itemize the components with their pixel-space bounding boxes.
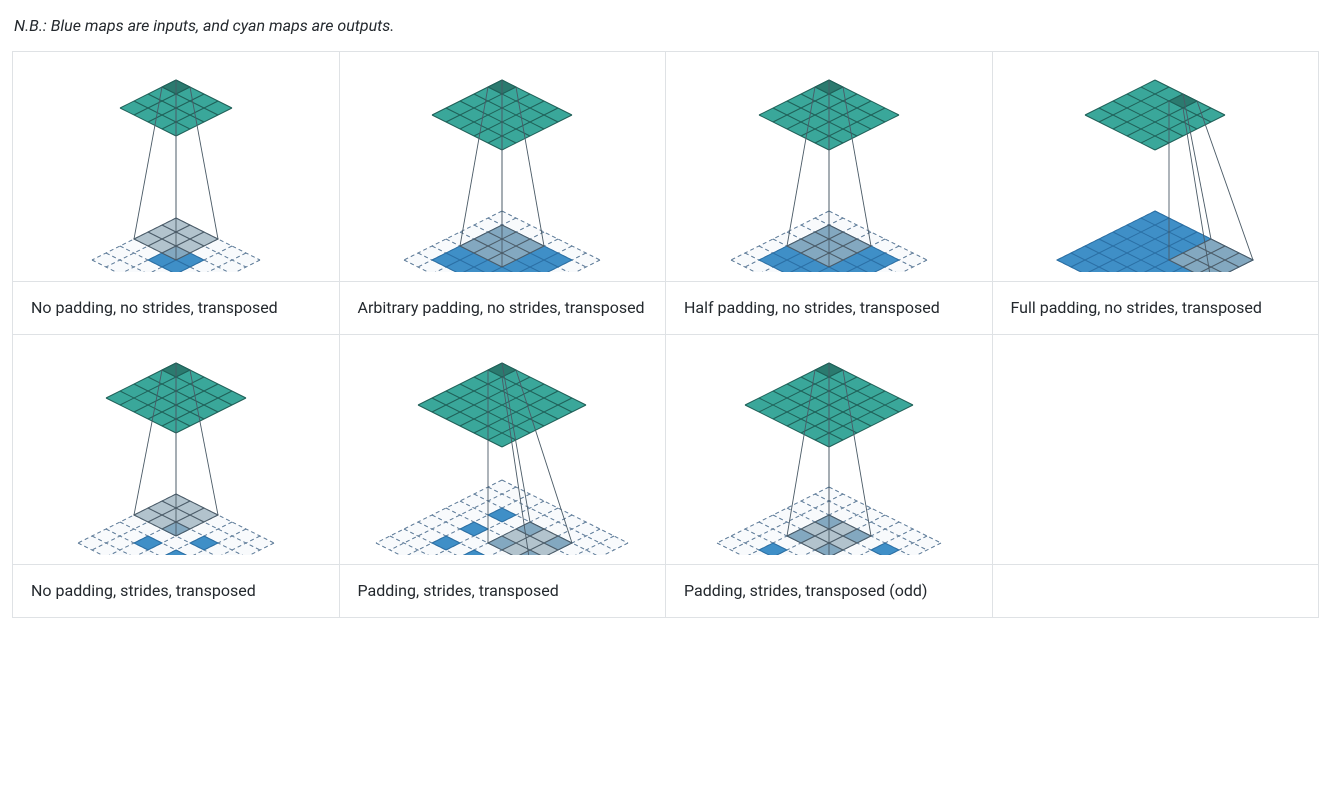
conv-diagram <box>352 62 652 272</box>
note-text: N.B.: Blue maps are inputs, and cyan map… <box>14 16 1319 35</box>
conv-diagram <box>26 345 326 555</box>
conv-diagram <box>679 345 979 555</box>
diagram-caption <box>992 565 1319 618</box>
conv-diagram <box>352 345 652 555</box>
diagram-cell <box>992 335 1319 565</box>
diagram-caption: Padding, strides, transposed (odd) <box>666 565 993 618</box>
diagram-cell <box>13 335 340 565</box>
diagram-table: No padding, no strides, transposedArbitr… <box>12 51 1319 618</box>
conv-diagram <box>679 62 979 272</box>
diagram-cell <box>13 52 340 282</box>
diagram-caption: Full padding, no strides, transposed <box>992 282 1319 335</box>
diagram-cell <box>992 52 1319 282</box>
diagram-cell <box>666 52 993 282</box>
conv-diagram <box>26 62 326 272</box>
diagram-caption: Padding, strides, transposed <box>339 565 666 618</box>
diagram-cell <box>666 335 993 565</box>
diagram-cell <box>339 335 666 565</box>
diagram-caption: No padding, strides, transposed <box>13 565 340 618</box>
diagram-cell <box>339 52 666 282</box>
conv-diagram <box>1005 62 1305 272</box>
diagram-caption: Half padding, no strides, transposed <box>666 282 993 335</box>
diagram-caption: No padding, no strides, transposed <box>13 282 340 335</box>
diagram-caption: Arbitrary padding, no strides, transpose… <box>339 282 666 335</box>
